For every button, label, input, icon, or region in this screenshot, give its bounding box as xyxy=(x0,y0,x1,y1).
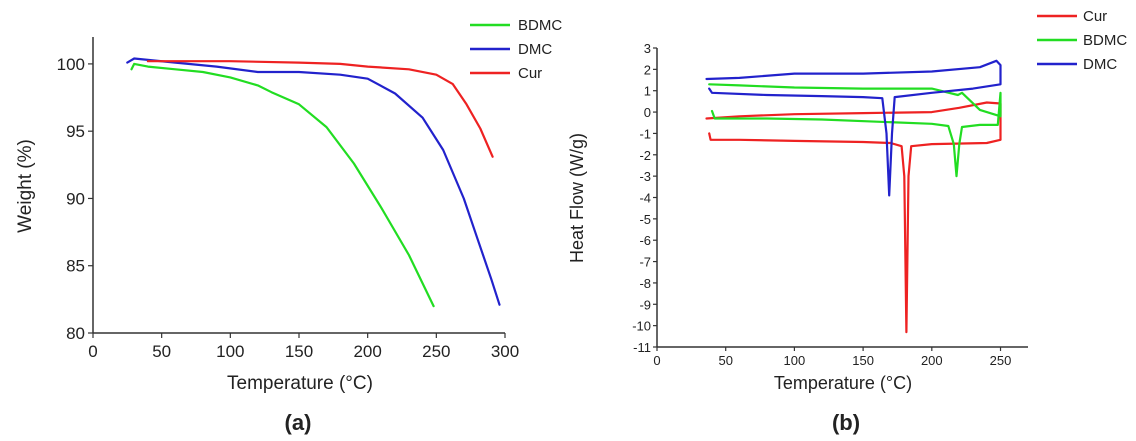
panel-a-y-tick-label: 95 xyxy=(66,122,85,141)
panel-b-legend-label-dmc: DMC xyxy=(1083,56,1117,73)
panel-b-x-tick-label: 200 xyxy=(921,353,943,368)
panel-b-label: (b) xyxy=(832,410,860,435)
panel-a-legend-label-cur: Cur xyxy=(518,65,542,82)
panel-b-x-tick-label: 150 xyxy=(852,353,874,368)
panel-b-y-tick-label: 0 xyxy=(644,105,651,120)
panel-b-y-tick-label: -11 xyxy=(633,340,651,355)
panel-b-y-tick-label: 1 xyxy=(644,84,651,99)
panel-b-x-tick-label: 250 xyxy=(990,353,1012,368)
panel-b-series-group xyxy=(705,59,1002,334)
panel-b-legend: Cur BDMC DMC xyxy=(1037,8,1127,73)
panel-a-y-tick-label: 90 xyxy=(66,189,85,208)
panel-a-legend-label-dmc: DMC xyxy=(518,41,552,58)
panel-b-y-tick-label: -10 xyxy=(632,319,651,334)
panel-a-y-tick-label: 100 xyxy=(57,55,85,74)
panel-b-y-tick-label: -4 xyxy=(639,191,651,206)
panel-a: 0 50 100 150 200 250 300 80 85 90 95 100 Temperatur… xyxy=(15,17,562,435)
panel-b-xlabel: Temperature (°C) xyxy=(774,373,912,393)
panel-a-x-tick-label: 0 xyxy=(88,342,97,361)
panel-a-x-tick-label: 150 xyxy=(285,342,313,361)
panel-b-legend-label-cur: Cur xyxy=(1083,8,1107,25)
panel-b-ylabel: Heat Flow (W/g) xyxy=(567,133,587,263)
panel-a-ylabel: Weight (%) xyxy=(15,139,36,233)
panel-a-x-tick-label: 300 xyxy=(491,342,519,361)
panel-b-y-tick-label: -5 xyxy=(639,212,651,227)
panel-b-y-tick-label: -1 xyxy=(639,126,651,141)
panel-b-x-tick-label: 100 xyxy=(784,353,806,368)
panel-a-xlabel: Temperature (°C) xyxy=(227,373,373,394)
panel-a-x-tick-label: 50 xyxy=(152,342,171,361)
panel-a-x-tick-label: 200 xyxy=(353,342,381,361)
panel-a-label: (a) xyxy=(285,410,312,435)
panel-a-x-tick-label: 100 xyxy=(216,342,244,361)
panel-a-series-bdmc-line xyxy=(130,62,435,308)
panel-a-series-group xyxy=(126,57,501,308)
panel-b-y-tick-label: 2 xyxy=(644,62,651,77)
panel-a-legend: BDMC DMC Cur xyxy=(470,17,562,82)
panel-a-series-cur-line xyxy=(146,60,494,158)
panel-b-x-tick-label: 50 xyxy=(718,353,732,368)
panel-b-y-tick-label: -6 xyxy=(639,233,651,248)
panel-a-x-tick-label: 250 xyxy=(422,342,450,361)
panel-b-y-tick-label: -3 xyxy=(639,169,651,184)
panel-b-y-tick-label: -2 xyxy=(639,148,651,163)
panel-b-series-dmc-line xyxy=(705,59,1002,197)
panel-a-ticks: 0 50 100 150 200 250 300 80 85 90 95 100 xyxy=(57,55,520,361)
panel-b-series-cur-line xyxy=(705,101,1002,334)
panel-b-y-tick-label: 3 xyxy=(644,41,651,56)
panel-b-series-bdmc-line xyxy=(708,83,1002,178)
panel-b-legend-label-bdmc: BDMC xyxy=(1083,32,1127,49)
panel-a-y-tick-label: 80 xyxy=(66,324,85,343)
panel-b-x-tick-label: 0 xyxy=(653,353,660,368)
panel-b-y-tick-label: -9 xyxy=(639,297,651,312)
panel-a-series-dmc-line xyxy=(126,57,501,306)
panel-a-y-tick-label: 85 xyxy=(66,257,85,276)
panel-b: 0 50 100 150 200 250 3 2 1 0 -1 -2 -3 -4 -5 -6 -7 -8 -9 -10… xyxy=(567,8,1127,435)
panel-a-legend-label-bdmc: BDMC xyxy=(518,17,562,34)
panel-b-y-tick-label: -7 xyxy=(639,255,651,270)
panel-b-ticks: 0 50 100 150 200 250 3 2 1 0 -1 -2 -3 -4 -5 -6 -7 -8 -9 -10… xyxy=(632,41,1011,368)
panel-a-axes xyxy=(92,37,505,334)
panel-b-y-tick-label: -8 xyxy=(639,276,651,291)
